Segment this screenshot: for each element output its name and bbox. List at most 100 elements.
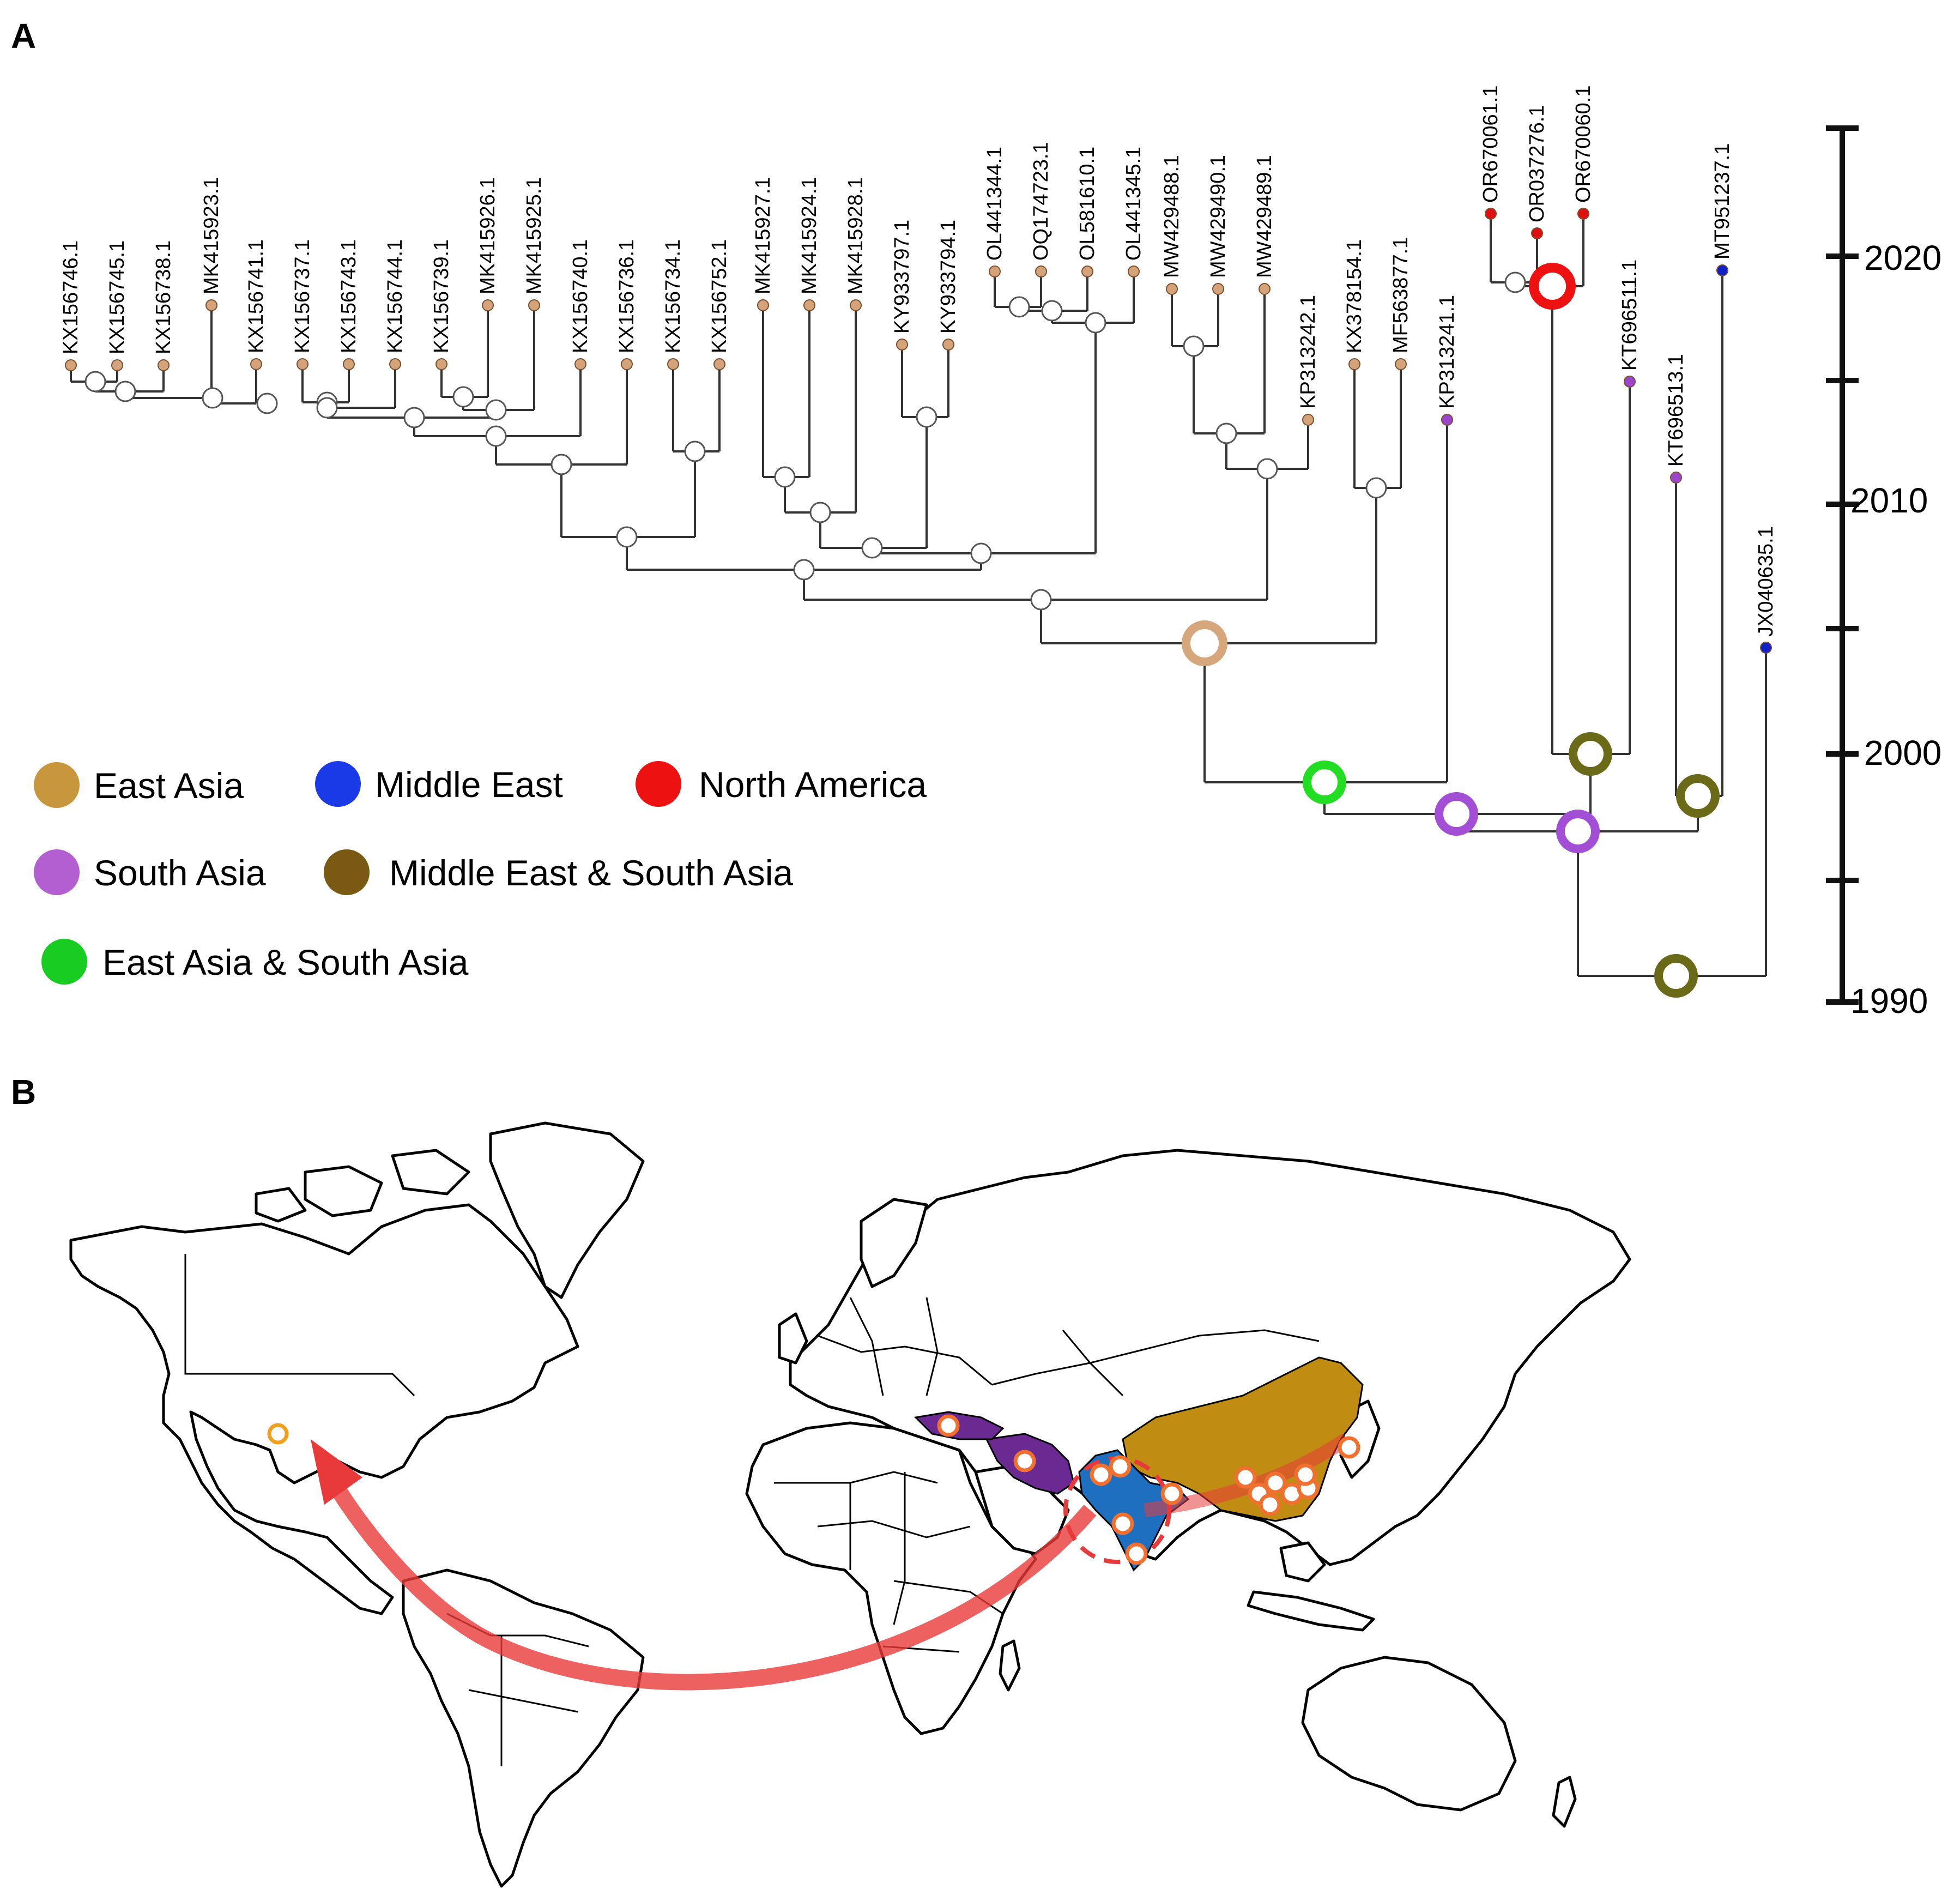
internal-node: [1183, 335, 1205, 357]
internal-node: [1365, 477, 1387, 499]
tip-label: MK415924.1: [798, 177, 821, 295]
world-map: [69, 1121, 1631, 1888]
tip-label: KX156740.1: [569, 239, 592, 353]
sample-marker-china: [1294, 1463, 1317, 1486]
internal-node: [684, 440, 706, 462]
ancestral-node-ea-sa: [1303, 761, 1346, 804]
tip-label: KX156752.1: [708, 239, 731, 353]
arctic-islands: [304, 1165, 383, 1217]
tip-marker: [528, 299, 540, 311]
europe-borders: [849, 1297, 884, 1396]
internal-node: [616, 526, 638, 548]
legend-label-middle-east: Middle East: [375, 764, 563, 805]
tip-marker: [389, 358, 401, 370]
tip-label: MT951237.1: [1711, 143, 1734, 259]
tip-label: KT696513.1: [1665, 354, 1687, 467]
tip-label: KX156745.1: [106, 240, 129, 354]
british-isles-landmass: [778, 1312, 808, 1365]
legend-item-east-asia: East Asia: [34, 762, 244, 808]
legend-swatch-ea-sa: [41, 939, 87, 985]
tree-tips: KX156746.1 KX156745.1 KX156738.1 MK415923.1…: [59, 86, 1777, 654]
internal-node: [202, 387, 223, 409]
tip-label: MF563877.1: [1389, 237, 1412, 353]
madagascar-landmass: [999, 1639, 1021, 1692]
tip-marker: [435, 358, 447, 370]
internal-node: [84, 371, 106, 393]
tip-marker: [1395, 358, 1407, 370]
sample-marker-china: [1234, 1466, 1257, 1489]
north-america-landmass: [69, 1203, 579, 1615]
legend-label-east-asia: East Asia: [94, 765, 244, 806]
panel-a-label: A: [11, 16, 36, 56]
ancestral-node-north-america: [1529, 263, 1576, 310]
tip-label: MK415925.1: [523, 177, 546, 295]
internal-node: [793, 559, 815, 581]
canada-usa-border: [184, 1254, 415, 1397]
internal-node: [551, 454, 572, 475]
tree-branches: [70, 214, 1767, 977]
internal-node: [1030, 589, 1052, 611]
tip-label: KX156734.1: [662, 239, 685, 353]
sample-marker-india: [1090, 1463, 1112, 1486]
australia-landmass: [1301, 1656, 1517, 1812]
tip-marker: [1760, 642, 1772, 654]
tip-marker: [65, 359, 77, 371]
internal-node: [485, 425, 507, 447]
sample-marker-japan: [1338, 1436, 1360, 1459]
transmission-arrow-india-to-north-america: [320, 1468, 1097, 1691]
ancestral-node-east-asia: [1182, 620, 1227, 666]
tip-label: MK415926.1: [476, 177, 499, 295]
tip-marker: [1485, 208, 1497, 220]
legend-item-middle-east: Middle East: [315, 761, 563, 807]
legend-swatch-east-asia: [34, 762, 80, 808]
tip-marker: [757, 299, 769, 311]
legend-label-north-america: North America: [699, 764, 927, 805]
tip-label: OL441345.1: [1122, 147, 1145, 261]
tip-label: KX378154.1: [1343, 239, 1366, 353]
tip-marker: [1035, 265, 1047, 277]
tip-label: KT696511.1: [1618, 259, 1641, 371]
tip-marker: [803, 299, 815, 311]
south-america-landmass: [402, 1568, 645, 1888]
internal-node: [1041, 300, 1063, 322]
internal-node: [774, 466, 796, 488]
arctic-islands: [391, 1149, 470, 1196]
legend: East Asia Middle East North America Sout…: [34, 761, 927, 985]
internal-node: [1085, 312, 1106, 334]
sample-marker-china: [1259, 1493, 1281, 1516]
ancestral-node-me-sa: [1676, 774, 1720, 818]
asia-borders: [1062, 1330, 1124, 1397]
arctic-islands: [255, 1187, 307, 1223]
tip-marker: [850, 299, 862, 311]
tip-label: KX156741.1: [245, 239, 268, 353]
internal-node: [1008, 296, 1030, 318]
tip-marker: [1531, 227, 1543, 239]
legend-swatch-middle-east: [315, 761, 361, 807]
tip-label: OR670061.1: [1479, 86, 1502, 203]
internal-node: [809, 502, 831, 523]
sample-marker-turkey: [937, 1414, 960, 1437]
tree-internal-nodes: [84, 263, 1720, 998]
tip-marker: [1348, 358, 1360, 370]
tip-marker: [713, 358, 725, 370]
internal-node: [316, 397, 338, 419]
tip-marker: [297, 358, 308, 370]
internal-node: [452, 386, 474, 408]
tip-marker: [1128, 265, 1140, 277]
tip-label: JX040635.1: [1755, 526, 1777, 637]
tip-marker: [1624, 376, 1636, 388]
internal-node: [1504, 271, 1526, 293]
tip-marker: [1670, 472, 1682, 484]
tip-label: KP313242.1: [1297, 295, 1320, 409]
tip-marker: [1441, 414, 1453, 426]
tip-marker: [1081, 265, 1093, 277]
legend-label-me-sa: Middle East & South Asia: [389, 853, 793, 893]
tip-marker: [574, 358, 586, 370]
tip-marker: [942, 339, 954, 351]
panel-b-label: B: [11, 1072, 36, 1112]
internal-node: [114, 381, 136, 402]
tip-marker: [1716, 264, 1728, 276]
sample-marker-north-america: [267, 1423, 289, 1445]
ancestral-node-south-asia: [1435, 792, 1478, 836]
